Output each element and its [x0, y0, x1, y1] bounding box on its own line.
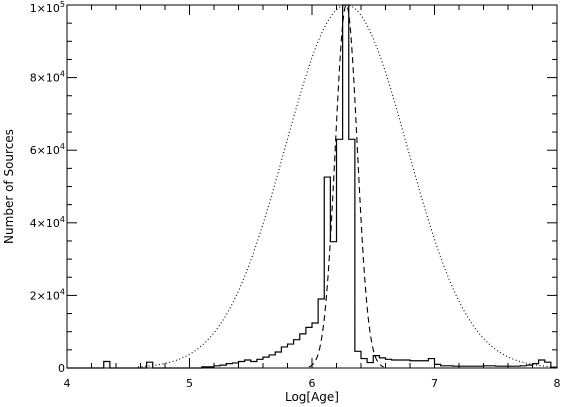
x-tick-label: 5	[186, 377, 193, 390]
y-axis-label: Number of Sources	[2, 129, 16, 244]
y-tick-label: 1×105	[30, 0, 65, 15]
tick-labels: 4 5 6 7 8 0 2×104 4×104 6×104 8×104 1×105	[30, 0, 561, 390]
histogram-series	[67, 4, 558, 369]
dashed-gaussian-series	[308, 4, 384, 368]
plot-curves	[67, 4, 558, 369]
x-tick-label: 4	[64, 377, 71, 390]
axis-ticks	[66, 4, 558, 369]
y-tick-label: 2×104	[30, 287, 65, 302]
x-tick-label: 6	[309, 377, 316, 390]
y-tick-label: 8×104	[30, 70, 65, 85]
x-axis-label: Log[Age]	[285, 390, 339, 404]
y-tick-label: 4×104	[30, 215, 65, 230]
y-tick-label: 0	[58, 362, 65, 375]
y-tick-label: 6×104	[30, 142, 65, 157]
x-tick-label: 8	[554, 377, 561, 390]
dotted-gaussian-series	[138, 4, 555, 368]
plot-frame	[66, 4, 558, 369]
x-tick-label: 7	[431, 377, 438, 390]
